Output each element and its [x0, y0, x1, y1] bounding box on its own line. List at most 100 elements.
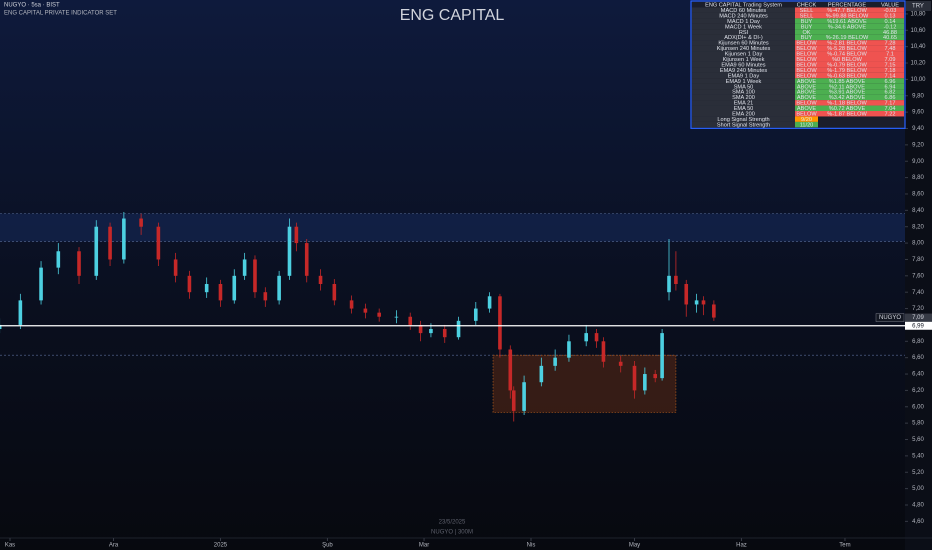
table-text: SMA 200 [732, 95, 755, 101]
candle-body [632, 365, 637, 391]
table-text: 7.1 [886, 52, 894, 58]
table-text: %2.11 ABOVE [829, 84, 865, 90]
table-cell [876, 94, 904, 101]
x-tick-label: May [629, 543, 640, 549]
table-text: %-47.7 BELOW [827, 8, 867, 14]
table-text: EMA9 1 Week [726, 79, 762, 85]
candle-body [156, 226, 161, 260]
candle-body [318, 275, 323, 285]
y-tick-label: 6,40 [912, 372, 924, 378]
candle-body [522, 382, 526, 411]
y-tick-label: 8,80 [912, 175, 924, 181]
table-cell [876, 89, 904, 95]
table-text: ADX(DI+ & DI-) [724, 35, 763, 41]
table-cell [795, 7, 818, 13]
table-cell [795, 45, 818, 52]
table-text: %-2.81 BELOW [827, 41, 867, 47]
price-line-label: 6,99 [912, 323, 924, 329]
table-text: EMA 50 [734, 106, 754, 112]
table-cell [795, 94, 818, 101]
table-cell [692, 116, 795, 122]
table-text: -0.12 [884, 24, 897, 30]
table-cell [876, 61, 904, 68]
table-cell [876, 12, 904, 19]
candle-body [173, 259, 178, 276]
table-text: ABOVE [797, 106, 817, 112]
y-tick-label: 7,40 [912, 290, 924, 296]
table-text: BELOW [796, 52, 817, 58]
table-cell [818, 100, 876, 106]
table-text: BELOW [796, 62, 817, 68]
candle-body [232, 275, 237, 301]
table-text: %1.85 ABOVE [829, 79, 866, 85]
table-cell [876, 56, 904, 62]
table-cell [818, 12, 876, 19]
table-text: BELOW [796, 101, 817, 107]
candle-body [712, 304, 716, 318]
candle-body [429, 329, 433, 334]
table-cell [876, 67, 904, 73]
table-text: MACD 60 Minutes [721, 8, 767, 14]
table-text: 7.22 [885, 112, 896, 118]
table-text: SELL [800, 8, 814, 14]
y-tick-label: 5,80 [912, 421, 924, 427]
candle-body [701, 300, 706, 305]
candle-body [122, 218, 126, 260]
table-cell [876, 51, 904, 57]
table-text: %-0.74 BELOW [827, 52, 867, 58]
table-cell [876, 83, 904, 90]
table-text: ABOVE [797, 79, 817, 85]
table-text: 7.28 [885, 41, 896, 47]
y-tick-label: 9,00 [912, 159, 924, 165]
table-text: SMA 50 [734, 84, 754, 90]
table-text: EMA9 60 Minutes [721, 62, 765, 68]
y-tick-label: 10,40 [910, 44, 926, 50]
candle-body [94, 226, 99, 276]
table-cell [876, 34, 904, 41]
price-line-box [905, 321, 932, 330]
table-cell [692, 40, 795, 46]
x-tick-label: Şub [322, 543, 333, 549]
table-cell [818, 105, 876, 111]
table-cell [692, 23, 795, 30]
candle-body [442, 329, 447, 338]
table-cell [818, 34, 876, 41]
table-cell [692, 100, 795, 106]
table-text: Kijunsen 60 Minutes [718, 41, 769, 47]
x-tick-label: Kas [5, 543, 15, 549]
table-text: 46.88 [883, 30, 897, 36]
table-cell [818, 40, 876, 46]
table-cell [795, 40, 818, 46]
table-cell [692, 67, 795, 73]
table-cell [876, 100, 904, 106]
table-text: PERCENTAGE [828, 3, 866, 9]
table-cell [818, 56, 876, 62]
table-text: RSI [739, 30, 749, 36]
table-text: %-26.19 BELOW [826, 35, 869, 41]
y-tick-label: 6,20 [912, 388, 924, 394]
table-text: 0.13 [885, 13, 896, 19]
candle-body [263, 292, 268, 301]
table-text: 6.96 [885, 79, 896, 85]
candle-body [287, 226, 292, 276]
table-cell [818, 89, 876, 95]
candle-body [618, 361, 623, 366]
candle-body [456, 320, 461, 338]
y-tick-label: 5,20 [912, 470, 924, 476]
table-cell [818, 83, 876, 90]
table-text: OK [802, 30, 810, 36]
table-text: 6.86 [885, 95, 896, 101]
candle-body [684, 284, 689, 305]
table-cell [876, 29, 904, 35]
table-text: 7.48 [885, 46, 896, 52]
table-text: EMA 200 [732, 112, 755, 118]
y-tick-label: 8,60 [912, 192, 924, 198]
table-cell [795, 51, 818, 57]
table-cell [795, 105, 818, 111]
table-text: %0 BELOW [832, 57, 863, 63]
y-tick-label: 6,80 [912, 339, 924, 345]
y-tick-label: 7,60 [912, 273, 924, 279]
table-cell [692, 72, 795, 79]
table-text: 7.15 [885, 62, 896, 68]
x-tick-label: Ara [109, 543, 119, 549]
